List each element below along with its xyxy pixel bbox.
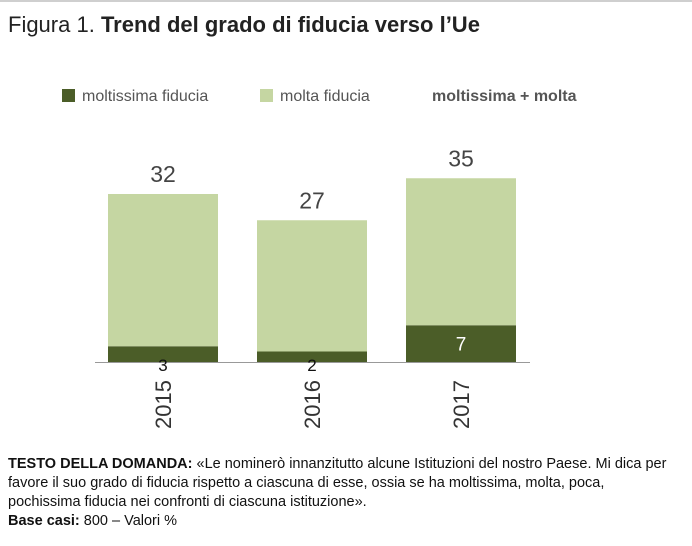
- bar-moltissima-2015: [108, 346, 218, 362]
- x-tick-2017: 2017: [449, 380, 474, 429]
- base-label: Base casi:: [8, 513, 80, 529]
- figure-title: Trend del grado di fiducia verso l’Ue: [100, 12, 480, 37]
- bars-group: [108, 178, 516, 362]
- bar-moltissima-2016: [257, 351, 367, 362]
- labels-group: 3 32 2015 2 27 2016 7 35 2017: [150, 145, 474, 429]
- figure-label: Figura 1.: [8, 12, 95, 37]
- top-rule: [0, 0, 692, 2]
- bar-molta-2017: [406, 178, 516, 326]
- bar-molta-2016: [257, 220, 367, 352]
- legend-item-molta: molta fiducia: [260, 88, 370, 106]
- total-label-2017: 35: [448, 145, 474, 171]
- question-text: «Le nominerò innanzitutto alcune Istituz…: [8, 456, 667, 510]
- bar-molta-2015: [108, 194, 218, 347]
- data-label-moltissima-2017: 7: [456, 335, 467, 356]
- stacked-bar-chart: 3 32 2015 2 27 2016 7 35 2017: [95, 145, 530, 429]
- legend-item-moltissima: moltissima fiducia: [62, 88, 208, 106]
- legend-label-moltissima: moltissima fiducia: [82, 88, 209, 105]
- question-label: TESTO DELLA DOMANDA:: [8, 456, 193, 472]
- total-label-2015: 32: [150, 161, 176, 187]
- data-label-moltissima-2016: 2: [307, 356, 316, 375]
- footnote: TESTO DELLA DOMANDA: «Le nominerò innanz…: [8, 455, 678, 531]
- x-tick-2016: 2016: [300, 380, 325, 429]
- base-text: 800 – Valori %: [83, 513, 178, 529]
- data-label-moltissima-2015: 3: [158, 356, 167, 375]
- bar-moltissima-2017: [406, 325, 516, 362]
- legend-swatch-moltissima: [62, 89, 75, 102]
- x-tick-2015: 2015: [151, 380, 176, 429]
- chart-title: Figura 1. Trend del grado di fiducia ver…: [8, 12, 480, 38]
- legend-item-total: moltissima + molta: [432, 88, 577, 105]
- legend-label-molta: molta fiducia: [280, 88, 370, 105]
- legend-swatch-molta: [260, 89, 273, 102]
- total-label-2016: 27: [299, 187, 325, 213]
